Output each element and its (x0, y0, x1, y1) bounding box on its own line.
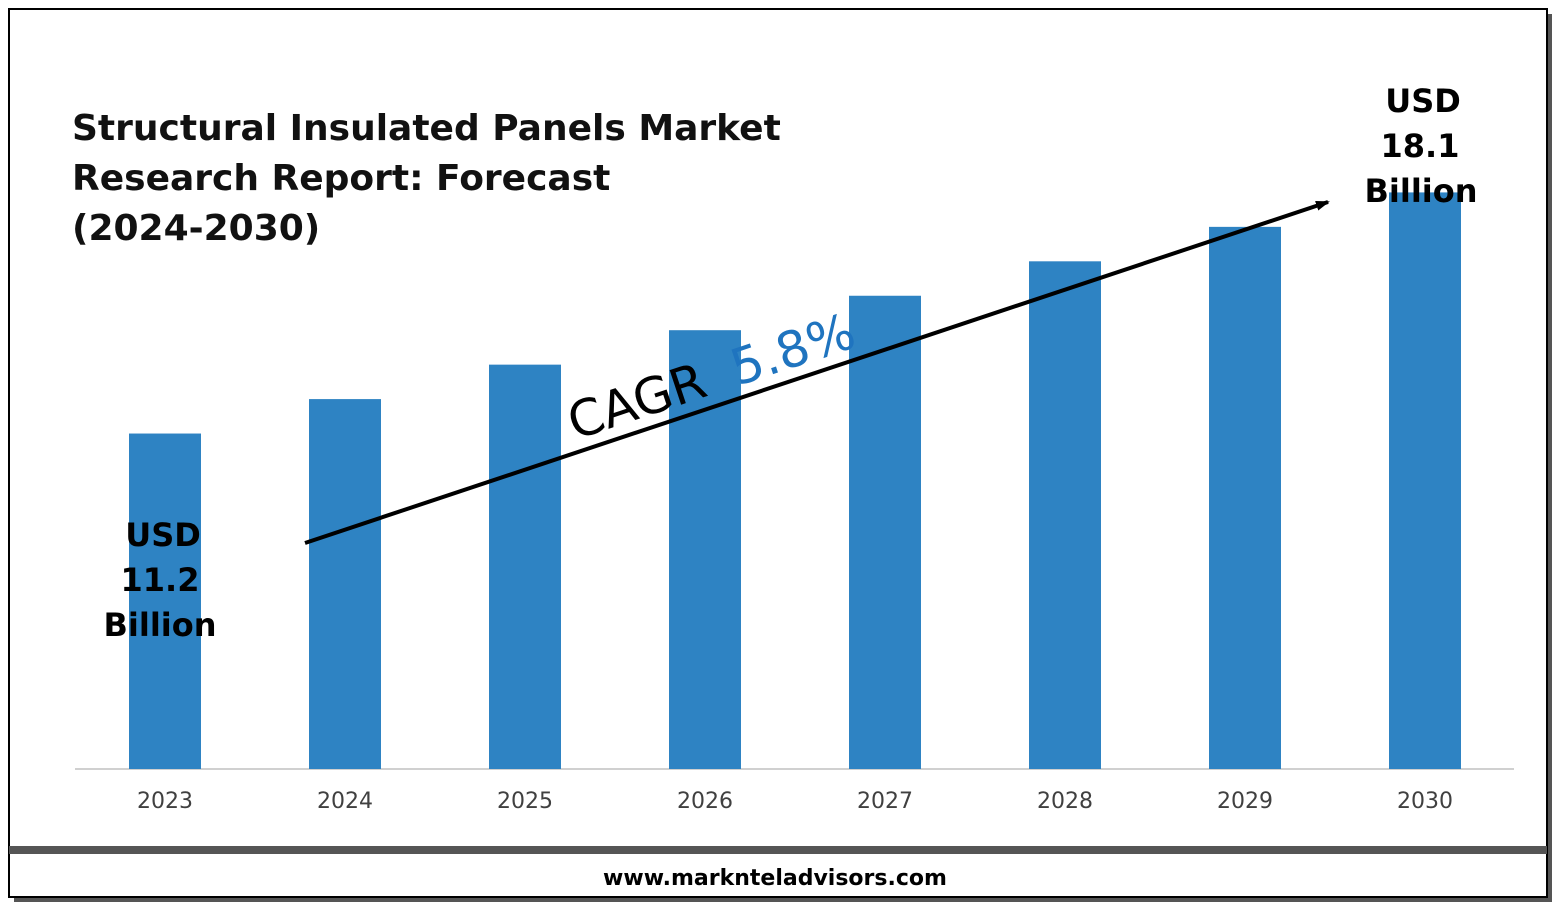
x-tick-2029: 2029 (1217, 789, 1273, 814)
bar-2028 (1029, 261, 1101, 769)
x-tick-2024: 2024 (317, 789, 373, 814)
bar-2030 (1389, 192, 1461, 769)
x-tick-2025: 2025 (497, 789, 553, 814)
x-tick-2023: 2023 (137, 789, 193, 814)
end-annotation-scale: Billion (1364, 172, 1477, 210)
end-annotation-value: 18.1 (1381, 127, 1460, 165)
chart-title-line-1: Structural Insulated Panels Market (72, 108, 781, 149)
footer-url: www.markntеladvisors.com (603, 866, 947, 891)
frame-border (8, 8, 1548, 898)
x-tick-2030: 2030 (1397, 789, 1453, 814)
x-tick-2026: 2026 (677, 789, 733, 814)
bar-2024 (309, 399, 381, 769)
bars-group (129, 192, 1461, 769)
chart-title-line-3: (2024-2030) (72, 208, 320, 249)
chart-title-line-2: Research Report: Forecast (72, 158, 610, 199)
start-annotation-value: 11.2 (121, 561, 200, 599)
x-tick-labels: 2023 2024 2025 2026 2027 2028 2029 2030 (137, 789, 1453, 814)
footer-divider (9, 846, 1547, 854)
start-annotation-scale: Billion (103, 606, 216, 644)
bar-2023 (129, 433, 201, 769)
bar-2027 (849, 295, 921, 769)
end-annotation-unit: USD (1385, 82, 1461, 120)
bar-2029 (1209, 226, 1281, 769)
bar-2025 (489, 364, 561, 769)
x-tick-2027: 2027 (857, 789, 913, 814)
x-tick-2028: 2028 (1037, 789, 1093, 814)
start-annotation-unit: USD (125, 516, 201, 554)
growth-arrow (304, 200, 1330, 545)
